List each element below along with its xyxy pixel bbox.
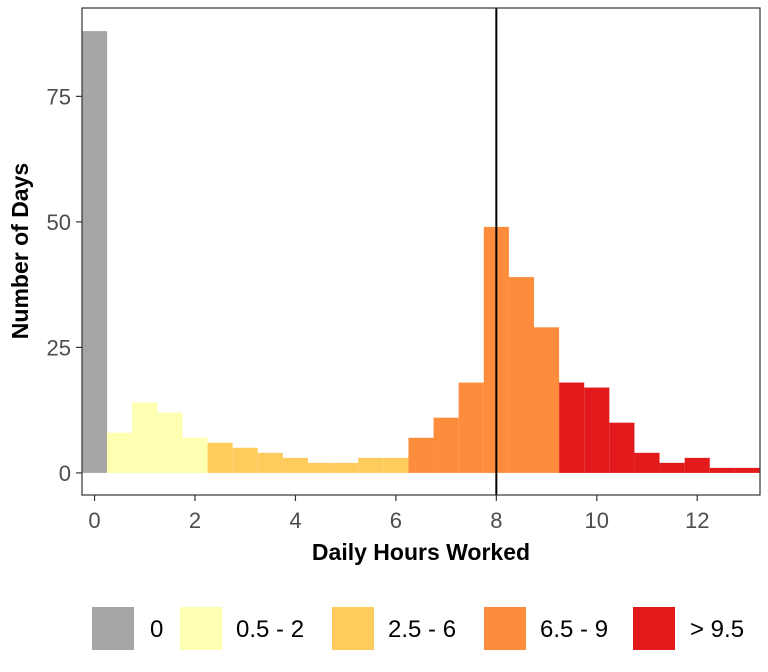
histogram-bar	[157, 412, 183, 473]
legend-key	[92, 607, 134, 650]
y-tick-label: 50	[47, 210, 71, 235]
histogram-bar	[634, 452, 660, 473]
histogram-bar	[257, 452, 283, 473]
histogram-bar	[584, 387, 610, 473]
histogram-bar	[534, 327, 560, 473]
histogram-bar	[107, 432, 133, 473]
x-tick-label: 10	[585, 508, 609, 533]
x-tick-label: 4	[289, 508, 301, 533]
histogram-bar	[308, 462, 334, 473]
plot-panel-border	[81, 7, 761, 496]
histogram-bar	[282, 457, 308, 473]
legend-label: 2.5 - 6	[388, 616, 456, 643]
histogram-bar	[684, 457, 710, 473]
legend-key	[484, 607, 526, 650]
x-tick-label: 12	[685, 508, 709, 533]
histogram-bar	[433, 417, 459, 473]
histogram-bar	[333, 462, 359, 473]
histogram-bar	[408, 437, 434, 473]
histogram-bar	[383, 457, 409, 473]
histogram-bar	[734, 467, 760, 473]
x-axis: 0 2 4 6 8 10 12	[88, 495, 709, 533]
histogram-bar	[182, 437, 208, 473]
legend-label: 0.5 - 2	[236, 616, 304, 643]
legend-key	[633, 607, 675, 650]
histogram-bar	[232, 447, 258, 473]
x-tick-label: 2	[189, 508, 201, 533]
legend-key	[332, 607, 374, 650]
histogram-bar	[358, 457, 384, 473]
plot-panel-background	[82, 8, 760, 495]
x-axis-title: Daily Hours Worked	[312, 539, 530, 565]
histogram-bar	[82, 31, 108, 473]
histogram-bar	[609, 422, 635, 473]
legend-key	[180, 607, 222, 650]
x-tick-label: 6	[390, 508, 402, 533]
legend-label: > 9.5	[690, 616, 744, 643]
histogram-bar	[709, 467, 735, 473]
y-axis-title: Number of Days	[7, 163, 33, 339]
y-tick-label: 25	[47, 335, 71, 360]
legend: 0 0.5 - 2 2.5 - 6 6.5 - 9 > 9.5	[92, 607, 744, 650]
y-tick-label: 75	[47, 84, 71, 109]
legend-label: 0	[150, 616, 163, 643]
histogram-bar	[559, 382, 585, 473]
y-axis: 0 25 50 75	[47, 84, 82, 486]
legend-label: 6.5 - 9	[540, 616, 608, 643]
y-tick-label: 0	[59, 461, 71, 486]
histogram-bar	[132, 402, 158, 473]
histogram-bar	[508, 277, 534, 473]
x-tick-label: 0	[88, 508, 100, 533]
histogram-bar	[659, 462, 685, 473]
histogram-bar	[207, 442, 233, 473]
x-tick-label: 8	[490, 508, 502, 533]
histogram-bar	[458, 382, 484, 473]
